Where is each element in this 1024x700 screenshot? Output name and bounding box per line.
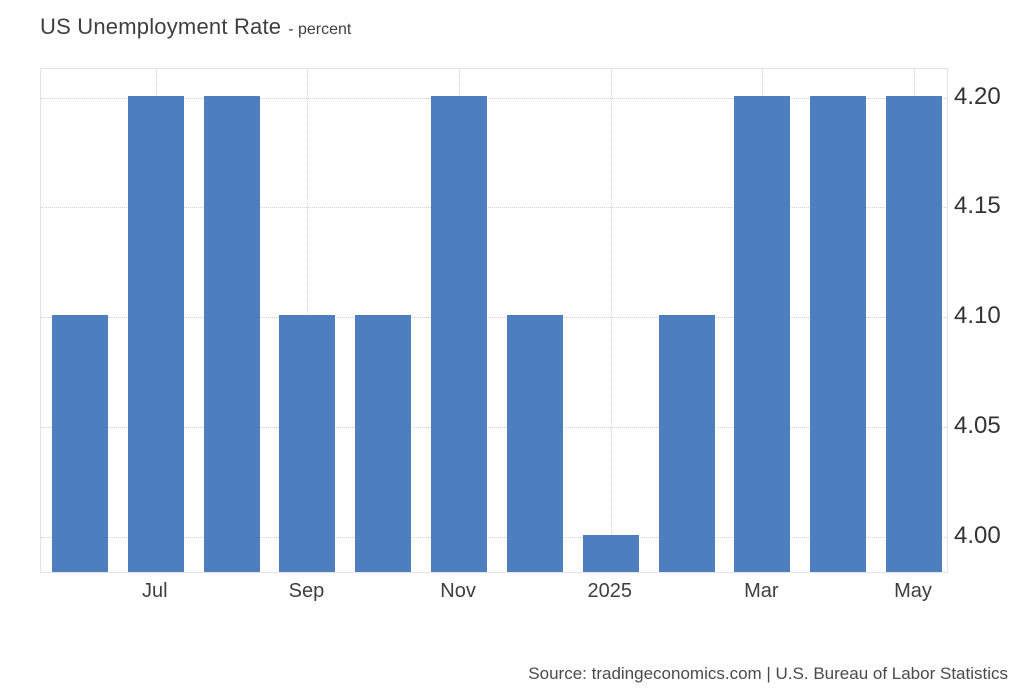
bar[interactable] [582,534,639,572]
bar[interactable] [431,95,488,572]
bar[interactable] [886,95,942,572]
bar[interactable] [734,95,791,572]
v-gridline [610,69,612,572]
h-gridline [41,97,947,99]
chart-header: US Unemployment Rate - percent [40,14,351,40]
x-tick-label: Jul [142,580,168,602]
bar[interactable] [506,315,563,572]
h-gridline [41,317,947,319]
bar[interactable] [203,95,260,572]
plot-area [40,68,948,573]
bar[interactable] [279,315,336,572]
x-tick-label: May [894,580,932,602]
chart-subtitle: - percent [288,21,352,38]
x-tick-label: 2025 [587,580,632,602]
source-attribution: Source: tradingeconomics.com | U.S. Bure… [528,664,1008,683]
bar[interactable] [355,315,412,572]
y-tick-label: 4.20 [954,82,1001,110]
y-tick-label: 4.00 [954,521,1001,549]
h-gridline [41,426,947,428]
x-tick-label: Sep [288,580,325,602]
chart-title: US Unemployment Rate [40,14,282,39]
y-tick-label: 4.10 [954,302,1001,330]
y-tick-label: 4.15 [954,192,1001,220]
bar[interactable] [52,315,108,572]
bar[interactable] [658,315,715,572]
bar[interactable] [810,95,867,572]
x-tick-label: Nov [440,580,476,602]
y-tick-label: 4.05 [954,411,1001,439]
x-tick-label: Mar [744,580,779,602]
h-gridline [41,207,947,209]
bar[interactable] [127,95,184,572]
h-gridline [41,536,947,538]
